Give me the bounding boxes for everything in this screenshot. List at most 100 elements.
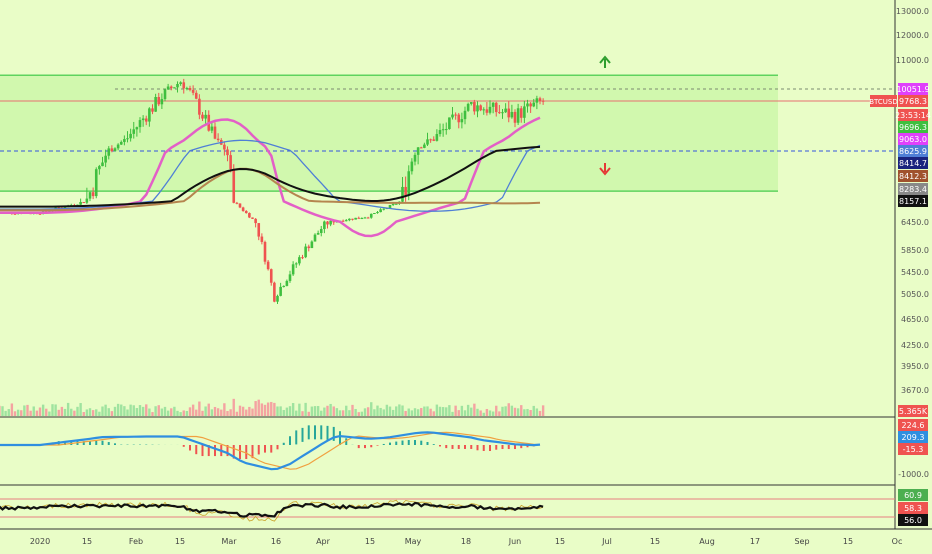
candle xyxy=(354,218,357,220)
macd-histogram-bar xyxy=(270,445,272,453)
macd-histogram-bar xyxy=(395,442,397,445)
volume-bar xyxy=(79,403,81,416)
macd-histogram-bar xyxy=(383,444,385,445)
macd-histogram-bar xyxy=(370,445,372,447)
candle xyxy=(114,148,117,151)
volume-bar xyxy=(320,411,322,416)
volume-bar xyxy=(164,407,166,416)
candle xyxy=(104,156,107,163)
date-tick-label: May xyxy=(405,537,422,546)
volume-bar xyxy=(508,403,510,416)
pane-value-label: 209.3 xyxy=(902,433,925,442)
volume-bar xyxy=(461,406,463,416)
volume-bar xyxy=(342,410,344,416)
volume-bar xyxy=(273,403,275,416)
candle xyxy=(239,203,242,207)
price-tick-label: 6450.0 xyxy=(901,218,929,227)
volume-bar xyxy=(442,407,444,416)
date-tick-label: Mar xyxy=(221,537,237,546)
volume-bar xyxy=(64,409,66,416)
candle xyxy=(251,217,254,218)
candle xyxy=(286,281,289,286)
volume-bar xyxy=(295,411,297,416)
volume-bar xyxy=(76,407,78,416)
macd-histogram-bar xyxy=(214,445,216,456)
candle xyxy=(186,88,189,89)
macd-histogram-bar xyxy=(202,445,204,456)
candle xyxy=(389,205,392,208)
macd-histogram-bar xyxy=(495,445,497,450)
candle xyxy=(273,283,276,302)
price-badge-label: 8625.9 xyxy=(899,147,927,156)
candle xyxy=(320,229,323,233)
candle xyxy=(223,145,226,150)
macd-histogram-bar xyxy=(302,428,304,442)
volume-bar xyxy=(483,413,485,416)
volume-bar xyxy=(298,404,300,416)
candle xyxy=(370,214,373,218)
price-tick-label: 4250.0 xyxy=(901,341,929,350)
arrow-up-icon xyxy=(600,57,610,68)
candle xyxy=(417,147,420,154)
candle xyxy=(342,221,345,222)
date-tick-label: 2020 xyxy=(30,537,50,546)
candle xyxy=(514,112,517,123)
candle xyxy=(92,192,95,196)
candle xyxy=(314,235,317,242)
volume-bar xyxy=(289,406,291,416)
price-badge-label: 8283.4 xyxy=(899,185,927,194)
candle xyxy=(307,247,310,249)
volume-bar xyxy=(220,410,222,416)
volume-bar xyxy=(33,406,35,416)
candle xyxy=(292,264,295,274)
volume-bar xyxy=(89,408,91,416)
candle xyxy=(242,207,245,211)
candle xyxy=(276,296,279,302)
candle xyxy=(82,202,85,203)
candle xyxy=(279,287,282,296)
candle xyxy=(257,223,260,236)
price-tick-label: 12000.0 xyxy=(896,31,929,40)
macd-histogram-bar xyxy=(408,440,410,445)
volume-bar xyxy=(414,408,416,416)
macd-histogram-bar xyxy=(464,445,466,449)
volume-bar xyxy=(129,405,131,416)
pane-value-label: -15.3 xyxy=(903,445,924,454)
volume-bar xyxy=(426,406,428,416)
candle xyxy=(142,119,145,121)
volume-bar xyxy=(542,405,544,416)
candle xyxy=(401,187,404,202)
candle xyxy=(348,219,351,220)
candle xyxy=(507,109,510,118)
volume-bar xyxy=(45,409,47,416)
volume-bar xyxy=(39,408,41,416)
volume-bar xyxy=(264,405,266,416)
candle xyxy=(204,115,207,119)
volume-bar xyxy=(70,409,72,416)
candle xyxy=(351,219,354,220)
volume-bar xyxy=(383,409,385,416)
macd-histogram-bar xyxy=(389,443,391,445)
volume-bar xyxy=(114,407,116,416)
pane-value-label: 60.9 xyxy=(904,491,922,500)
volume-bar xyxy=(501,407,503,416)
date-tick-label: Sep xyxy=(794,537,809,546)
candle xyxy=(195,93,198,99)
volume-bar xyxy=(308,412,310,416)
volume-bar xyxy=(486,409,488,416)
volume-bar xyxy=(158,405,160,416)
candle xyxy=(392,204,395,205)
volume-bar xyxy=(120,405,122,416)
macd-low-label: -1000.0 xyxy=(898,470,929,479)
macd-histogram-bar xyxy=(402,441,404,445)
candle xyxy=(295,263,298,264)
volume-bar xyxy=(314,406,316,416)
candle xyxy=(429,139,432,140)
volume-bar xyxy=(470,408,472,416)
volume-bar xyxy=(395,406,397,416)
pane-value-label: 224.6 xyxy=(902,421,925,430)
date-tick-label: Jul xyxy=(601,537,612,546)
symbol-label: BTCUSD xyxy=(869,98,898,106)
